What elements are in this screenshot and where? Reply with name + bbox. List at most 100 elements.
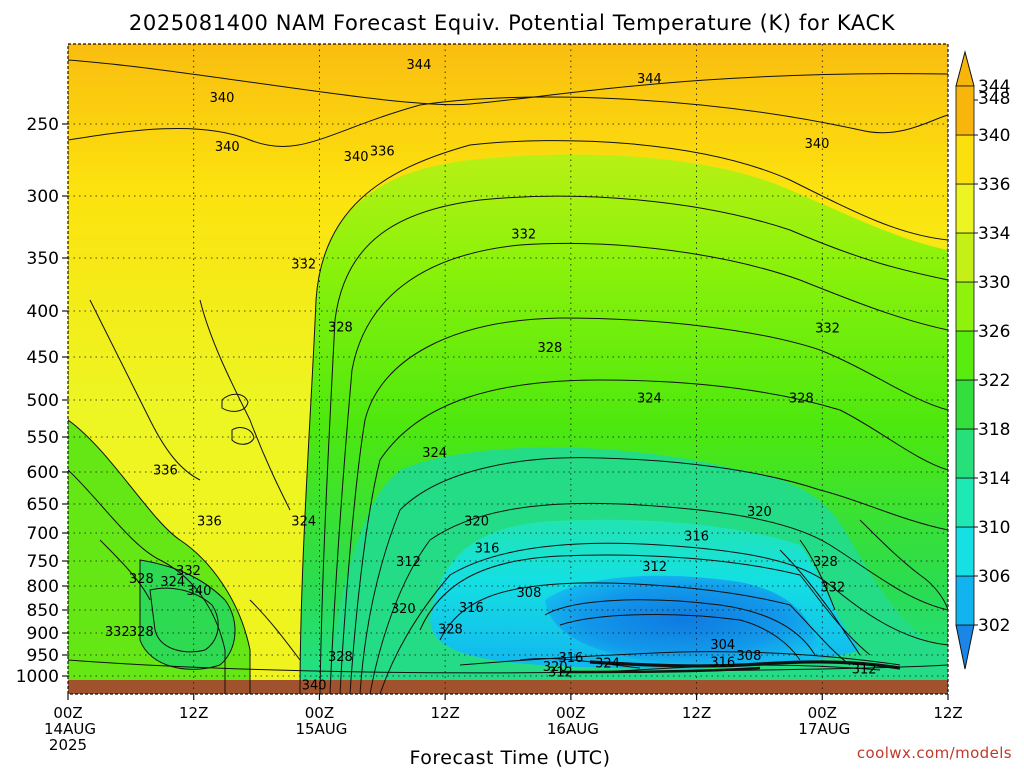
contour-label: 324 [291,514,316,529]
colorbar-segment [955,183,975,234]
contour-line [139,559,236,670]
colorbar-label: 344 [978,77,1010,97]
colorbar-label: 326 [978,322,1010,342]
contour-line [779,549,861,656]
contour-label: 316 [475,542,500,557]
contour-label: 324 [595,656,620,671]
contour-label-text: 344 [637,72,662,87]
x-tick-day: 15AUG [295,720,347,738]
colorbar-segment [955,281,975,332]
contour-line [68,96,948,148]
contour-label-text: 308 [737,649,762,664]
contour-label-text: 328 [328,321,353,336]
x-tick-day: 16AUG [547,720,599,738]
colorbar-segment [955,134,975,185]
colorbar-label: 334 [978,224,1010,244]
contour-line [329,242,948,694]
contour-label: 328 [438,622,463,637]
contour-line [459,651,901,666]
fill-blue-core [545,575,820,665]
credit-text: coolwx.com/models [857,744,1012,762]
contour-label: 332 [820,580,845,595]
contour-label-text: 320 [543,660,568,675]
contour-line [544,599,816,656]
y-tick-label: 500 [27,391,59,411]
contour-label: 316 [459,601,484,616]
contour-line [519,658,641,669]
colorbar-bottom-arrow [955,624,975,670]
contour-line [249,599,301,661]
contour-label: 328 [129,572,154,587]
colorbar-label: 302 [978,616,1010,636]
contour-label: 336 [370,144,395,159]
contour-line [349,379,948,694]
contour-label-text: 320 [391,602,416,617]
y-tick-label: 550 [27,428,59,448]
contour-label-text: 328 [789,391,814,406]
colorbar-label: 330 [978,273,1010,293]
y-tick-label: 450 [27,348,59,368]
contour-label-text: 336 [197,514,222,529]
colorbar-segment [955,477,975,528]
contour-label-text: 324 [595,656,620,671]
contour-label-text: 312 [642,560,667,575]
contour-label-text: 324 [291,514,316,529]
contour-label-text: 332 [291,257,316,272]
colorbar-segment [955,232,975,283]
y-tick-label: 750 [27,552,59,572]
contour-band-thick [589,660,901,670]
color-fill-layer [68,44,948,694]
contour-label: 308 [517,586,542,601]
contour-label: 344 [637,72,662,87]
contour-label-text: 340 [215,140,240,155]
colorbar-segment [955,428,975,479]
contour-label-text: 336 [153,464,178,479]
contour-line [379,542,948,694]
contour-label: 332 [815,321,840,336]
contour-line [419,554,871,656]
contour-label-text: 332 [176,564,201,579]
contour-label-text: 316 [558,651,583,666]
contour-label-text: 328 [537,341,562,356]
contour-line [559,614,801,661]
contour-label: 316 [684,529,709,544]
contour-line [369,502,948,694]
contour-label-text: 324 [637,391,662,406]
contour-label-text: 324 [422,446,447,461]
contour-label-text: 328 [129,625,154,640]
colorbar-label: 322 [978,371,1010,391]
contour-label-text: 328 [129,572,154,587]
contour-label: 312 [852,663,877,678]
contour-line [149,587,219,653]
contour-label: 336 [153,464,178,479]
contour-label: 340 [344,150,369,165]
colorbar-label: 310 [978,518,1010,538]
grid-lines [68,44,948,694]
contour-label-text: 340 [302,679,327,694]
x-tick-label: 12Z [430,704,459,722]
contour-label-text: 328 [813,555,838,570]
y-axis-ticks: 250 300 350 400 450 500 550 600 650 700 750 800 850 9… [16,115,68,687]
contour-label-text: 316 [475,542,500,557]
contour-label-text: 320 [464,514,489,529]
contour-line [319,195,948,694]
colorbar-top-arrow [955,50,975,87]
contour-label-text: 344 [407,58,432,73]
y-tick-label: 650 [27,495,59,515]
colorbar-label: 336 [978,175,1010,195]
x-tick-label: 12Z [179,704,208,722]
contour-label-text: 332 [105,625,130,640]
y-tick-label: 350 [27,249,59,269]
contour-label: 324 [637,391,662,406]
contour-label: 312 [548,666,573,681]
contour-label: 332 [291,257,316,272]
colorbar-label: 306 [978,567,1010,587]
contour-line [68,59,948,106]
contour-label-text: 328 [438,622,463,637]
